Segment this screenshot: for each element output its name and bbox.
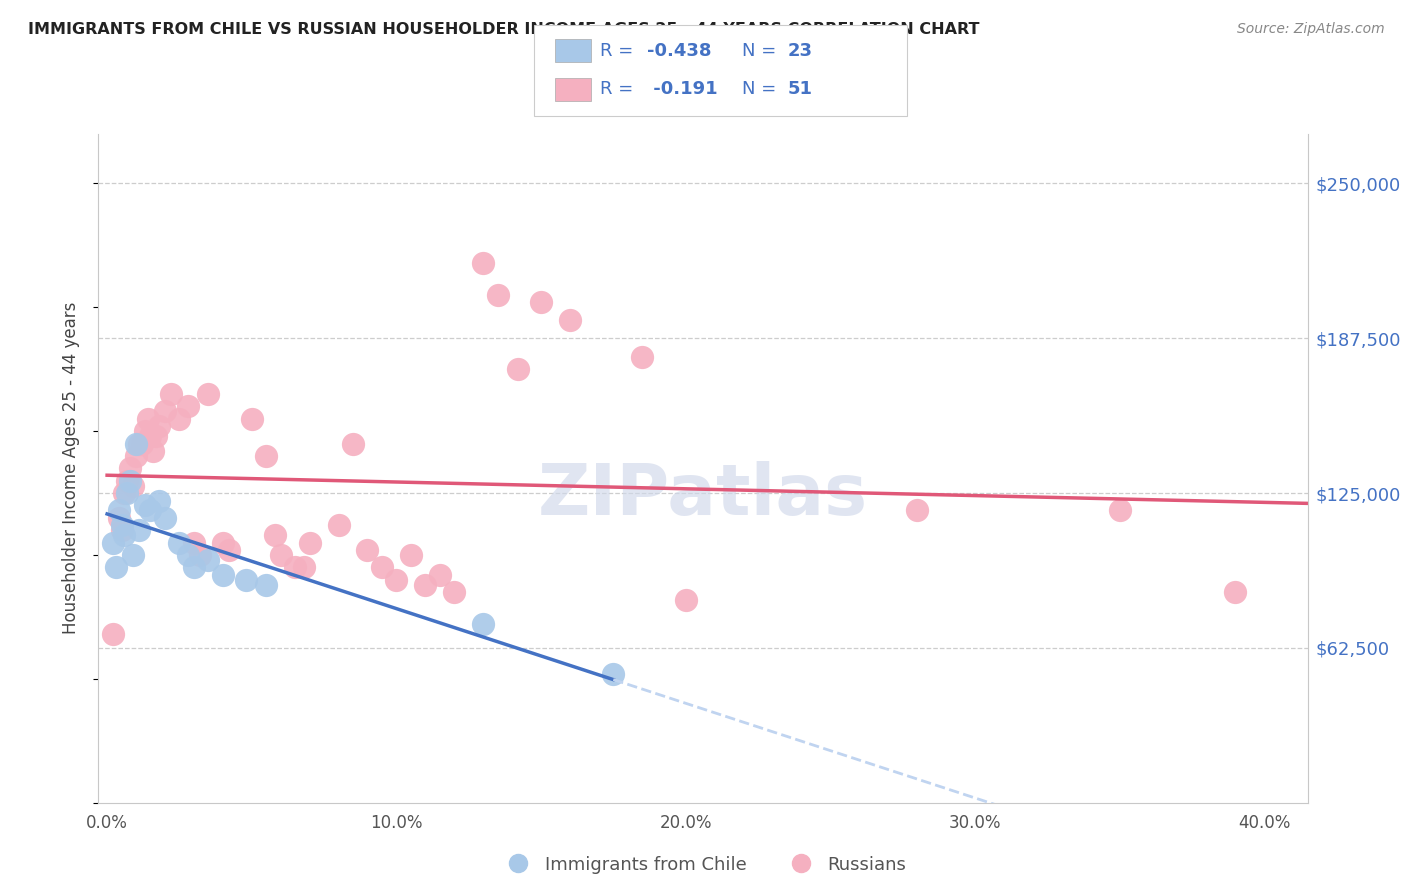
Point [211,567,233,582]
Point [120,461,142,475]
Point [472,617,495,632]
Legend: Immigrants from Chile, Russians: Immigrants from Chile, Russians [492,848,914,880]
Point [128,523,150,537]
Point [120,474,142,488]
Text: Source: ZipAtlas.com: Source: ZipAtlas.com [1237,22,1385,37]
Point [328,518,350,533]
Point [188,548,211,562]
Point [292,560,315,574]
Point [159,387,181,401]
Point [125,449,148,463]
Point [254,578,277,592]
Point [177,548,200,562]
Point [413,578,436,592]
Point [264,528,287,542]
Point [183,535,205,549]
Point [131,436,153,450]
Point [631,350,654,364]
Point [240,411,263,425]
Point [1108,503,1130,517]
Point [558,312,581,326]
Text: 23: 23 [787,42,813,60]
Point [169,535,191,549]
Point [169,411,191,425]
Point [905,503,928,517]
Point [399,548,422,562]
Text: R =: R = [600,80,640,98]
Point [1225,585,1247,599]
Point [183,560,205,574]
Point [385,573,408,587]
Point [139,429,162,443]
Point [675,592,697,607]
Point [148,419,170,434]
Y-axis label: Householder Income Ages 25 - 44 years: Householder Income Ages 25 - 44 years [62,302,80,634]
Point [148,493,170,508]
Point [107,511,129,525]
Point [117,474,139,488]
Point [114,486,136,500]
Point [486,288,509,302]
Text: 51: 51 [787,80,813,98]
Point [101,627,124,641]
Point [211,535,233,549]
Point [235,573,257,587]
Point [371,560,394,574]
Point [128,436,150,450]
Point [270,548,292,562]
Point [443,585,465,599]
Point [134,424,156,438]
Point [107,503,129,517]
Point [139,503,162,517]
Point [254,449,277,463]
Point [153,511,176,525]
Point [136,411,159,425]
Point [153,404,176,418]
Point [429,567,451,582]
Point [117,486,139,500]
Point [114,528,136,542]
Point [142,444,165,458]
Point [122,548,145,562]
Point [101,535,124,549]
Point [134,499,156,513]
Point [145,429,167,443]
Text: ZIPatlas: ZIPatlas [538,460,868,530]
Point [472,255,495,269]
Point [530,295,553,310]
Point [284,560,307,574]
Point [298,535,321,549]
Point [218,543,240,558]
Text: -0.191: -0.191 [647,80,717,98]
Text: N =: N = [742,80,782,98]
Point [197,553,219,567]
Point [197,387,219,401]
Point [125,436,148,450]
Point [122,478,145,492]
Point [602,667,624,681]
Point [110,523,132,537]
Point [342,436,364,450]
Point [506,362,529,376]
Text: IMMIGRANTS FROM CHILE VS RUSSIAN HOUSEHOLDER INCOME AGES 25 - 44 YEARS CORRELATI: IMMIGRANTS FROM CHILE VS RUSSIAN HOUSEHO… [28,22,980,37]
Text: -0.438: -0.438 [647,42,711,60]
Point [356,543,378,558]
Point [177,400,200,414]
Point [104,560,127,574]
Point [110,518,132,533]
Text: R =: R = [600,42,640,60]
Text: N =: N = [742,42,782,60]
